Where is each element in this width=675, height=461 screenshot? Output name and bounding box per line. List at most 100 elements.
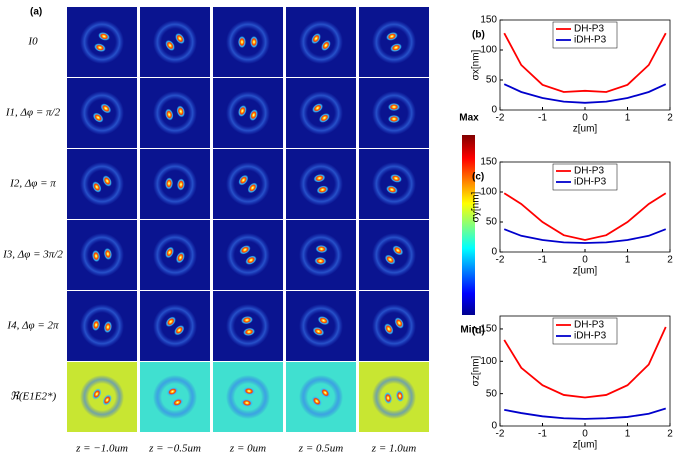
psf-ring bbox=[299, 20, 343, 64]
x-axis-label: z[um] bbox=[573, 440, 598, 451]
legend-label: DH-P3 bbox=[574, 24, 604, 35]
x-tick-label: 2 bbox=[667, 113, 673, 124]
psf-spots bbox=[80, 233, 124, 277]
psf-spots bbox=[153, 304, 197, 348]
psf-ring bbox=[372, 304, 416, 348]
x-tick-label: 0 bbox=[582, 113, 588, 124]
psf-spot bbox=[388, 115, 400, 123]
row-label: I0 bbox=[27, 36, 38, 48]
psf-spot bbox=[250, 36, 258, 48]
psf-spot bbox=[243, 387, 255, 396]
psf-spot bbox=[392, 245, 404, 256]
x-tick-label: 2 bbox=[667, 429, 673, 440]
column-label: z = 1.0um bbox=[371, 443, 416, 455]
y-tick-label: 150 bbox=[480, 15, 497, 26]
psf-ring bbox=[299, 304, 344, 348]
row-label: I3, Δφ = 3π/2 bbox=[2, 249, 63, 261]
psf-ring bbox=[153, 91, 197, 135]
psf-ring bbox=[226, 20, 270, 64]
line bbox=[503, 83, 667, 104]
psf-spots bbox=[299, 233, 343, 277]
psf-spot bbox=[313, 174, 326, 183]
legend bbox=[552, 21, 618, 49]
y-tick-label: 100 bbox=[480, 356, 497, 367]
psf-spot bbox=[241, 316, 253, 325]
psf-ring bbox=[153, 20, 197, 64]
line bbox=[503, 228, 667, 244]
psf-spot bbox=[165, 316, 176, 327]
x-tick-label: -1 bbox=[538, 113, 547, 124]
psf-spot bbox=[316, 185, 329, 194]
x-tick-label: -2 bbox=[496, 255, 505, 266]
colorbar-max: Max bbox=[459, 113, 479, 124]
psf-spot bbox=[312, 327, 325, 336]
x-tick-label: 0 bbox=[582, 255, 588, 266]
x-tick-label: -1 bbox=[538, 429, 547, 440]
legend-label: iDH-P3 bbox=[574, 35, 607, 46]
line bbox=[503, 32, 667, 93]
psf-spots bbox=[299, 91, 343, 135]
row-label: I2, Δφ = π bbox=[9, 178, 56, 190]
psf-spots bbox=[153, 91, 197, 135]
psf-ring bbox=[226, 162, 270, 206]
psf-ring bbox=[80, 162, 124, 206]
psf-spot bbox=[175, 33, 185, 44]
y-tick-label: 0 bbox=[491, 421, 497, 432]
psf-spots bbox=[226, 375, 270, 419]
psf-spot bbox=[176, 251, 185, 264]
psf-spot bbox=[103, 321, 112, 333]
line bbox=[504, 407, 667, 420]
x-tick-label: -2 bbox=[496, 429, 505, 440]
y-tick-label: 50 bbox=[486, 388, 498, 399]
psf-spot bbox=[92, 181, 102, 193]
psf-spots bbox=[372, 304, 416, 348]
x-tick-label: -2 bbox=[496, 113, 505, 124]
line bbox=[503, 326, 667, 399]
column-label: z = 0um bbox=[229, 443, 266, 455]
psf-spot bbox=[171, 398, 184, 407]
psf-spots bbox=[299, 304, 344, 348]
psf-spot bbox=[384, 392, 393, 404]
x-tick-label: -1 bbox=[538, 255, 547, 266]
psf-spot bbox=[165, 108, 174, 121]
x-tick-label: 1 bbox=[625, 113, 631, 124]
panel-label: (d) bbox=[472, 326, 485, 337]
psf-spot bbox=[176, 178, 185, 191]
psf-ring bbox=[80, 20, 124, 64]
psf-spot bbox=[102, 394, 112, 406]
psf-spots bbox=[372, 233, 416, 277]
psf-spot bbox=[249, 109, 258, 121]
psf-spot bbox=[311, 33, 321, 44]
psf-spot bbox=[319, 113, 330, 123]
psf-spots bbox=[372, 91, 416, 135]
psf-ring bbox=[299, 233, 343, 277]
legend bbox=[552, 163, 618, 191]
psf-ring bbox=[225, 304, 270, 348]
psf-spot bbox=[238, 174, 249, 186]
x-tick-label: 1 bbox=[625, 429, 631, 440]
x-tick-label: 2 bbox=[667, 255, 673, 266]
psf-spots bbox=[153, 375, 197, 419]
psf-ring bbox=[226, 375, 270, 419]
psf-spot bbox=[390, 43, 402, 52]
psf-spots bbox=[226, 162, 270, 206]
psf-ring bbox=[80, 375, 124, 419]
panel-label: (b) bbox=[472, 30, 485, 41]
psf-spot bbox=[320, 387, 331, 398]
column-label: z = 0.5um bbox=[298, 443, 343, 455]
psf-spot bbox=[388, 103, 400, 111]
psf-spots bbox=[299, 162, 343, 206]
psf-spots bbox=[226, 233, 270, 277]
psf-spot bbox=[390, 174, 402, 183]
psf-ring bbox=[153, 375, 197, 419]
psf-spot bbox=[321, 40, 331, 51]
psf-spot bbox=[103, 248, 112, 260]
psf-spots bbox=[153, 162, 197, 206]
y-axis-label: σy[nm] bbox=[471, 191, 482, 222]
psf-spot bbox=[92, 250, 101, 262]
y-tick-label: 150 bbox=[480, 157, 497, 168]
psf-ring bbox=[299, 375, 343, 419]
psf-spots bbox=[225, 304, 270, 348]
psf-ring bbox=[299, 91, 343, 135]
